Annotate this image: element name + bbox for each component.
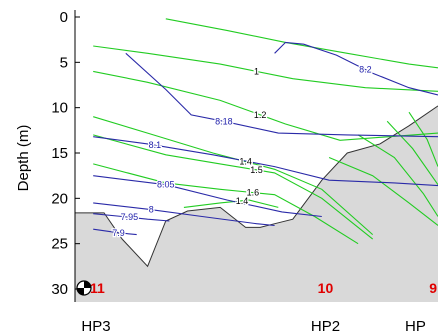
blue-contour-5 [93, 213, 170, 222]
north-marker-icon [76, 280, 92, 296]
green-contour-8 [357, 134, 438, 217]
blue-contour-label: 7.9 [112, 228, 125, 238]
green-contour-3 [93, 134, 374, 240]
site-label: HP3 [81, 318, 110, 335]
blue-contour-label: 7.95 [121, 212, 139, 222]
site-label: HP [405, 318, 426, 335]
green-contour-label: 1.6 [247, 188, 260, 198]
blue-contour-label: 8.18 [215, 116, 233, 126]
y-tick-label: 5 [60, 54, 68, 71]
blue-contour-3 [93, 175, 322, 218]
blue-contour-6 [93, 228, 137, 236]
y-tick-label: 10 [51, 100, 68, 117]
seabed-layer [75, 105, 438, 302]
station-number: 10 [318, 280, 334, 296]
blue-contour-label: 8 [149, 205, 154, 215]
green-contour-label: 1 [254, 66, 259, 76]
y-axis-label: Depth (m) [15, 125, 32, 192]
blue-contour-label: 8.2 [359, 65, 372, 75]
green-contour-label: 1.2 [254, 110, 267, 120]
blue-contour-label: 8.1 [149, 140, 162, 150]
blue-contour-2 [93, 136, 438, 187]
green-contour-0 [93, 45, 438, 92]
green-contour-6 [165, 18, 438, 69]
y-tick-layer: 0 5 10 15 20 25 30 [51, 9, 80, 298]
green-contour-10 [408, 111, 438, 167]
green-contour-label: 1.4 [236, 196, 249, 206]
blue-contour-1 [125, 52, 438, 138]
green-contour-7 [328, 156, 438, 226]
blue-contour-layer [93, 41, 438, 236]
station-layer: 11 HP3 10 HP2 9 HP [81, 280, 437, 335]
blue-contour-4 [93, 202, 275, 227]
green-contour-label: 1.5 [250, 165, 263, 175]
station-number: 11 [90, 280, 105, 296]
site-label: HP2 [311, 318, 340, 335]
green-contour-label: 1.4 [239, 157, 252, 167]
station-number: 9 [429, 280, 437, 296]
y-tick-label: 20 [51, 190, 68, 207]
seabed-fill [75, 105, 438, 302]
blue-contour-0 [274, 41, 438, 96]
green-contour-4 [93, 163, 359, 245]
y-tick-label: 15 [51, 145, 68, 162]
y-tick-label: 25 [51, 236, 68, 253]
seabed-line [75, 105, 438, 268]
green-contour-1 [93, 70, 438, 141]
green-contour-layer [93, 18, 438, 245]
y-tick-label: 0 [60, 9, 68, 26]
y-tick-label: 30 [51, 281, 68, 298]
green-contour-9 [386, 120, 438, 186]
blue-contour-label: 8.05 [157, 180, 175, 190]
